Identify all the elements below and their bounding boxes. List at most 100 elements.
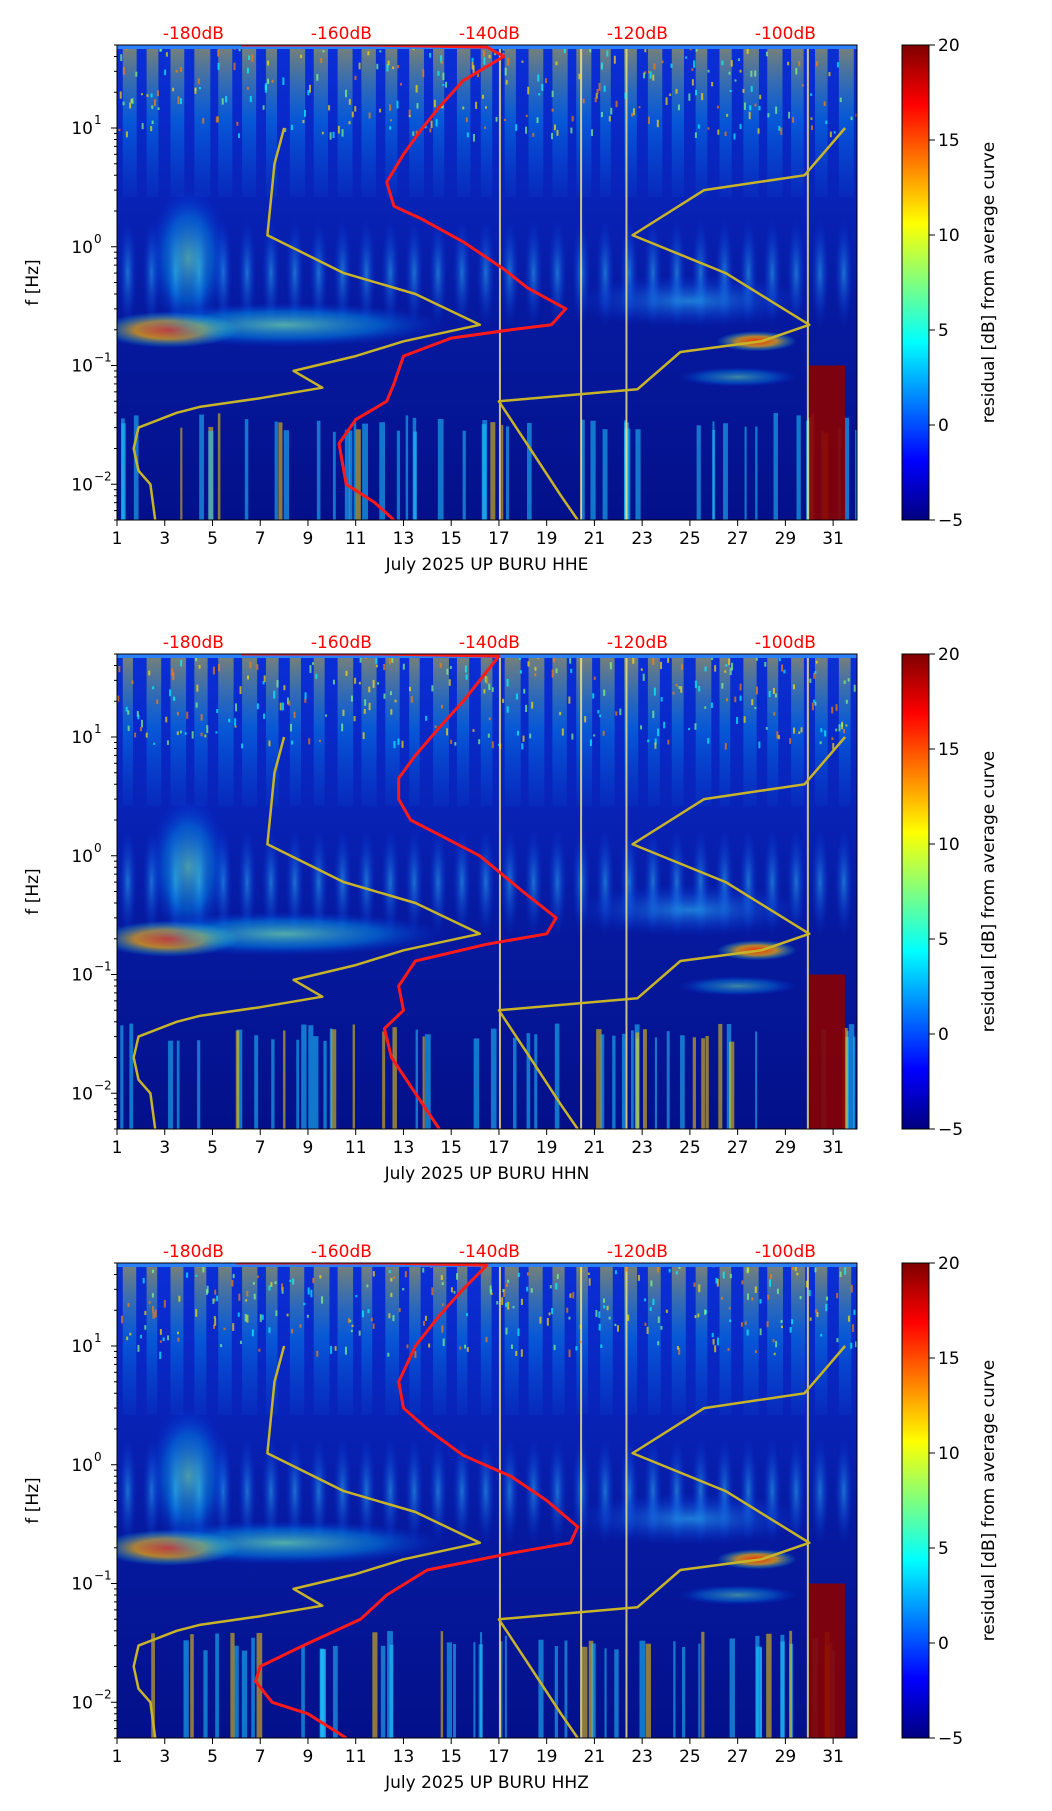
hf-speckle [488,717,491,721]
daily-burst-low [524,827,543,938]
hf-speckle [615,100,618,108]
hf-speckle [214,1318,217,1326]
lf-pulse [631,1030,634,1129]
hf-speckle [675,88,678,94]
lf-pulse [254,1035,259,1129]
lf-pulse [701,1038,705,1129]
hf-speckle [742,88,745,93]
x-tick-label: 9 [303,1138,314,1158]
colorbar-tick-label: 20 [938,645,960,665]
lf-pulse [696,425,701,520]
lf-pulse [596,1029,602,1129]
hf-speckle [202,1265,205,1273]
hf-speckle [624,92,627,99]
average-psd-curve [241,654,558,1129]
hf-speckle [334,1346,337,1351]
daily-burst [409,1263,421,1415]
hf-speckle [714,1345,717,1353]
hf-speckle [815,61,818,67]
hf-speckle [368,686,371,693]
hf-speckle [724,670,727,673]
daily-burst [767,654,779,806]
hf-speckle [477,73,480,78]
hf-speckle [350,1329,353,1333]
hf-speckle [845,699,848,704]
lf-pulse [396,430,400,520]
hf-speckle [820,1333,823,1337]
hf-speckle [332,131,335,139]
hf-speckle [377,682,380,685]
hf-speckle [410,696,413,703]
hf-speckle [555,61,558,66]
hf-speckle [372,679,375,688]
daily-burst [337,1263,354,1415]
hf-speckle [393,1276,396,1279]
hf-speckle [268,740,271,747]
hf-speckle [516,730,519,736]
hf-speckle [694,1315,697,1319]
daily-burst-low [548,1436,567,1547]
hf-speckle [396,100,399,109]
hf-speckle [712,1338,715,1345]
hf-speckle [337,125,340,134]
hf-speckle [440,60,443,64]
hf-speckle [238,48,241,52]
hf-speckle [695,48,698,52]
lf-pulse [440,1631,444,1738]
hf-speckle [701,93,704,101]
hf-speckle [819,741,822,745]
x-tick-label: 25 [679,529,701,549]
hf-speckle [501,1297,504,1306]
spike-line [580,654,583,1129]
hf-speckle [206,1285,209,1294]
hf-speckle [668,1268,671,1273]
lf-pulse [645,1643,651,1738]
hf-speckle [546,1318,549,1326]
hf-speckle [726,113,729,117]
hf-speckle [322,50,325,53]
daily-burst [552,1263,565,1415]
hf-speckle [483,689,486,694]
hf-speckle [232,1274,235,1279]
hf-speckle [258,1348,261,1352]
hf-speckle [137,714,140,720]
hf-speckle [487,733,490,738]
hf-speckle [660,697,663,702]
hf-speckle [253,1293,256,1300]
daily-burst [146,654,162,806]
x-tick-label: 7 [255,529,266,549]
hf-speckle [213,1316,216,1319]
hf-speckle [835,728,838,732]
hf-speckle [656,1265,659,1273]
hf-speckle [832,743,835,750]
y-tick-label: 10 [71,1084,93,1104]
hf-speckle [780,1319,783,1323]
hf-speckle [306,1314,309,1318]
hf-speckle [383,693,386,699]
hf-speckle [791,1319,794,1324]
hf-speckle [446,668,449,675]
hf-speckle [179,67,182,72]
hf-speckle [127,710,130,715]
lf-pulse [755,426,758,520]
hf-speckle [793,727,796,734]
hf-speckle [670,63,673,68]
hf-speckle [236,121,239,126]
hf-speckle [502,52,505,55]
x-tick-label: 17 [488,529,510,549]
hf-speckle [525,114,528,118]
hf-speckle [144,1310,147,1316]
hf-speckle [765,51,768,57]
x-tick-label: 1 [112,529,123,549]
hf-speckle [136,710,139,717]
secondary-band [148,797,229,938]
hf-speckle [652,1298,655,1306]
hf-speckle [215,731,218,734]
hf-speckle [609,662,612,670]
hf-speckle [750,70,753,77]
hf-speckle [216,1295,219,1302]
daily-burst [504,1263,519,1415]
hf-speckle [805,1280,808,1288]
hf-speckle [850,116,853,121]
hf-speckle [238,1293,241,1301]
